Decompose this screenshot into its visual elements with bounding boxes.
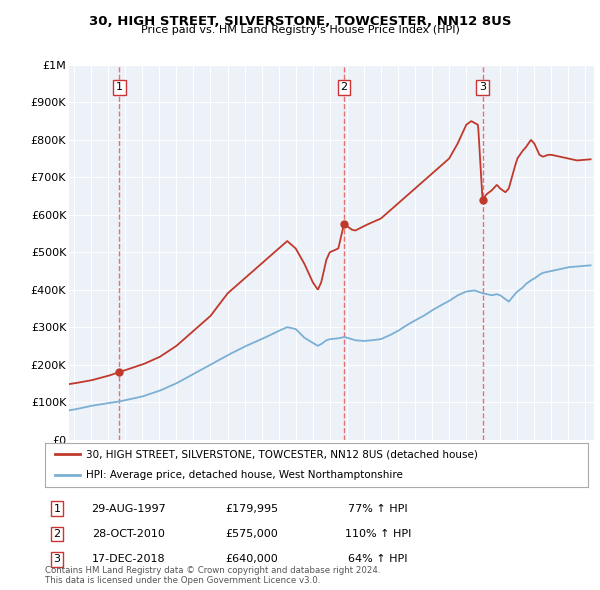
Text: 29-AUG-1997: 29-AUG-1997 <box>92 504 166 513</box>
Text: 30, HIGH STREET, SILVERSTONE, TOWCESTER, NN12 8US (detached house): 30, HIGH STREET, SILVERSTONE, TOWCESTER,… <box>86 450 478 460</box>
Text: £179,995: £179,995 <box>226 504 278 513</box>
Text: £575,000: £575,000 <box>226 529 278 539</box>
Text: Contains HM Land Registry data © Crown copyright and database right 2024.
This d: Contains HM Land Registry data © Crown c… <box>45 566 380 585</box>
Text: 110% ↑ HPI: 110% ↑ HPI <box>345 529 411 539</box>
Text: 2: 2 <box>53 529 61 539</box>
Text: Price paid vs. HM Land Registry's House Price Index (HPI): Price paid vs. HM Land Registry's House … <box>140 25 460 35</box>
Text: 1: 1 <box>53 504 61 513</box>
Text: 28-OCT-2010: 28-OCT-2010 <box>92 529 166 539</box>
Text: 1: 1 <box>116 83 123 93</box>
Text: 64% ↑ HPI: 64% ↑ HPI <box>348 555 408 564</box>
Text: 30, HIGH STREET, SILVERSTONE, TOWCESTER, NN12 8US: 30, HIGH STREET, SILVERSTONE, TOWCESTER,… <box>89 15 511 28</box>
Text: £640,000: £640,000 <box>226 555 278 564</box>
Text: 2: 2 <box>340 83 347 93</box>
Text: 3: 3 <box>53 555 61 564</box>
Text: HPI: Average price, detached house, West Northamptonshire: HPI: Average price, detached house, West… <box>86 470 403 480</box>
Text: 77% ↑ HPI: 77% ↑ HPI <box>348 504 408 513</box>
Text: 17-DEC-2018: 17-DEC-2018 <box>92 555 166 564</box>
Text: 3: 3 <box>479 83 486 93</box>
